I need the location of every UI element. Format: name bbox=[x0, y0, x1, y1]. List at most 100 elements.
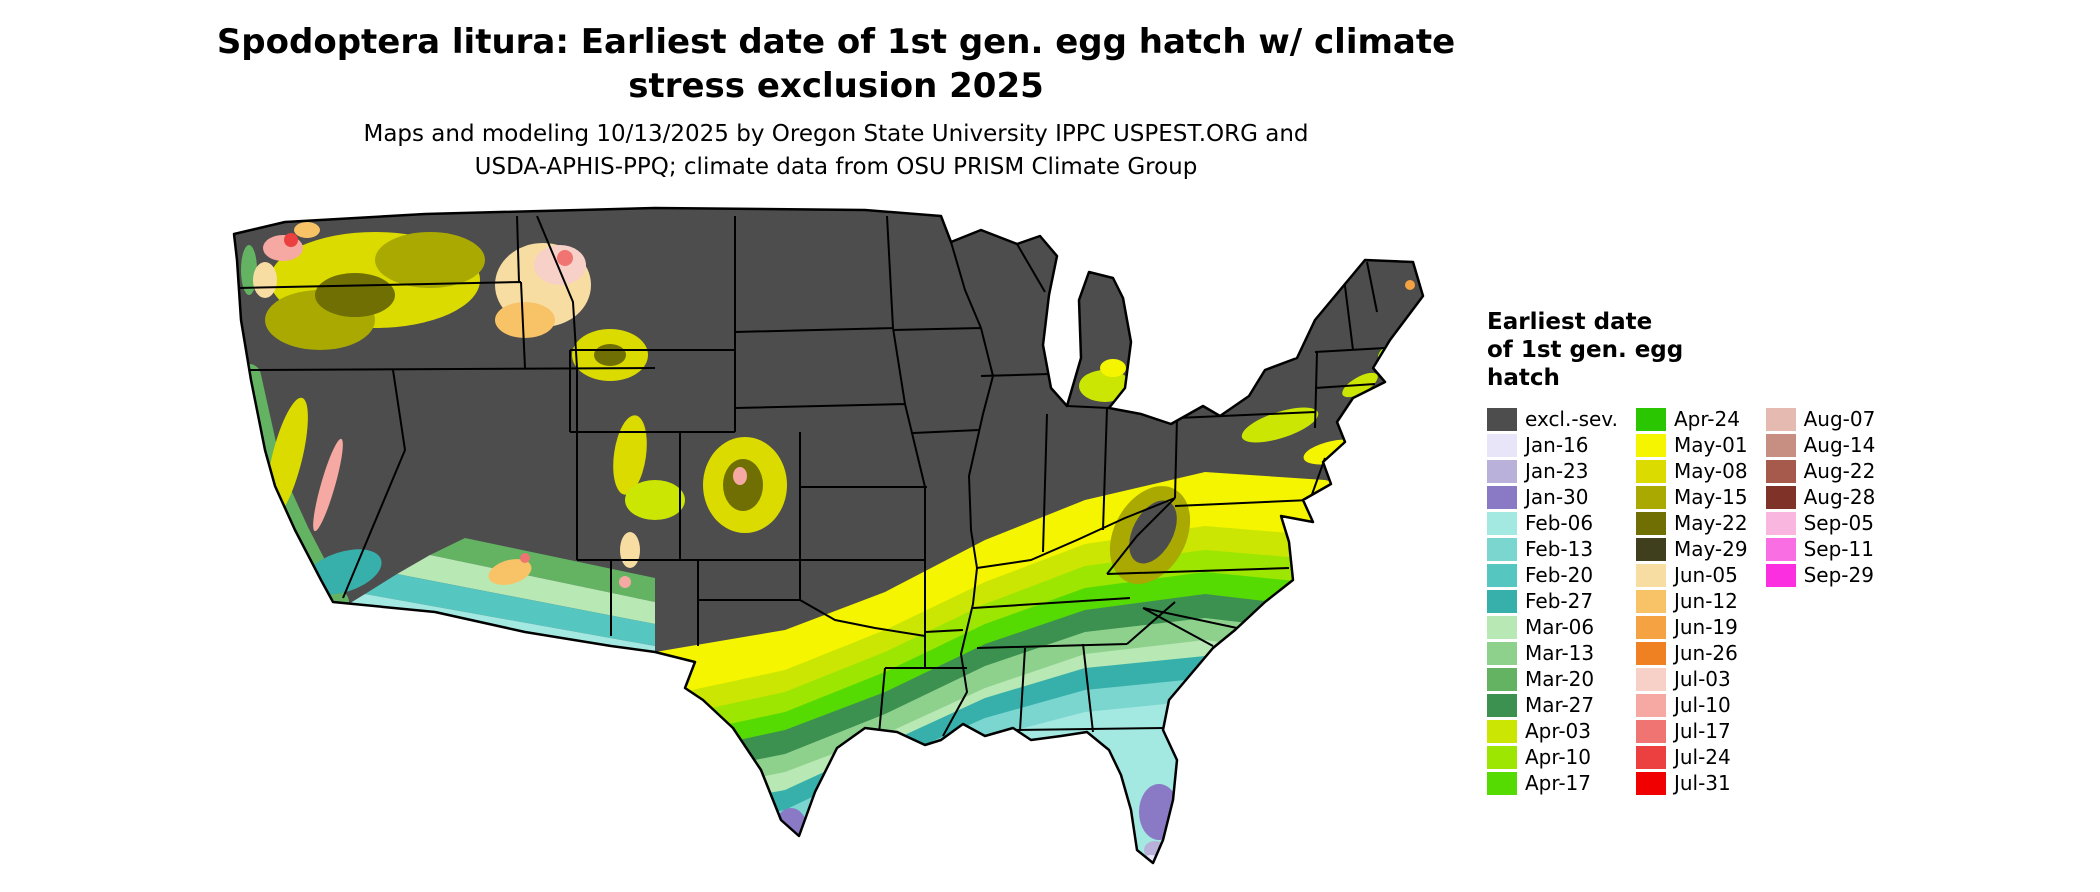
legend-swatch bbox=[1765, 485, 1796, 509]
legend-item: May-08 bbox=[1635, 458, 1748, 484]
legend-swatch bbox=[1487, 407, 1517, 431]
legend-label: Jul-24 bbox=[1673, 745, 1731, 770]
legend-title: Earliest date of 1st gen. egg hatch bbox=[1487, 308, 1875, 392]
legend-item: Apr-10 bbox=[1487, 744, 1618, 770]
legend-label: Apr-03 bbox=[1525, 719, 1591, 744]
legend-label: Aug-28 bbox=[1803, 485, 1876, 510]
legend-label: Aug-22 bbox=[1803, 459, 1876, 484]
page-title: Spodoptera litura: Earliest date of 1st … bbox=[0, 20, 1672, 108]
legend-label: May-29 bbox=[1673, 537, 1748, 562]
legend-item: excl.-sev. bbox=[1487, 406, 1618, 432]
legend-label: Jan-23 bbox=[1525, 459, 1589, 484]
legend-label: excl.-sev. bbox=[1525, 407, 1618, 432]
legend-swatch bbox=[1765, 563, 1796, 587]
title-line-2: stress exclusion 2025 bbox=[628, 66, 1044, 107]
legend-label: Jun-26 bbox=[1673, 641, 1738, 666]
legend-swatch bbox=[1635, 719, 1666, 743]
legend-item: Jun-12 bbox=[1635, 588, 1748, 614]
legend-swatch bbox=[1487, 615, 1517, 639]
legend-swatch bbox=[1635, 511, 1666, 535]
us-map bbox=[225, 200, 1445, 880]
legend-swatch bbox=[1487, 459, 1517, 483]
legend-item: Jul-03 bbox=[1635, 666, 1748, 692]
legend-item: Jun-19 bbox=[1635, 614, 1748, 640]
legend-item: Mar-27 bbox=[1487, 692, 1618, 718]
us-outline bbox=[232, 206, 1425, 865]
legend-item: May-22 bbox=[1635, 510, 1748, 536]
legend-columns: excl.-sev. Jan-16 Jan-23 Jan-30 Feb-06 Feb-13… bbox=[1487, 406, 1875, 796]
legend-swatch bbox=[1765, 407, 1796, 431]
legend-label: Mar-13 bbox=[1525, 641, 1595, 666]
page-subtitle: Maps and modeling 10/13/2025 by Oregon S… bbox=[0, 118, 1672, 185]
legend-label: Apr-24 bbox=[1673, 407, 1740, 432]
legend-label: Jul-03 bbox=[1673, 667, 1731, 692]
legend-label: Mar-06 bbox=[1525, 615, 1595, 640]
legend-label: May-01 bbox=[1673, 433, 1748, 458]
legend-label: Jan-16 bbox=[1525, 433, 1589, 458]
legend-label: Jun-19 bbox=[1673, 615, 1738, 640]
legend-item: Apr-24 bbox=[1635, 406, 1748, 432]
legend-item: Apr-03 bbox=[1487, 718, 1618, 744]
legend-item: May-29 bbox=[1635, 536, 1748, 562]
legend-item: Jan-16 bbox=[1487, 432, 1618, 458]
legend-swatch bbox=[1635, 407, 1666, 431]
legend-swatch bbox=[1635, 537, 1666, 561]
legend-item: May-15 bbox=[1635, 484, 1748, 510]
legend-swatch bbox=[1635, 693, 1666, 717]
legend-item: Feb-20 bbox=[1487, 562, 1618, 588]
legend-swatch bbox=[1487, 537, 1517, 561]
legend-swatch bbox=[1635, 615, 1666, 639]
legend-label: May-08 bbox=[1673, 459, 1748, 484]
legend-label: Jul-17 bbox=[1673, 719, 1731, 744]
legend-title-line-3: hatch bbox=[1487, 365, 1560, 392]
legend-label: Apr-17 bbox=[1525, 771, 1591, 796]
legend-label: Feb-27 bbox=[1525, 589, 1594, 614]
legend-label: Sep-29 bbox=[1803, 563, 1874, 588]
legend-item: Aug-07 bbox=[1765, 406, 1875, 432]
legend-label: May-22 bbox=[1673, 511, 1748, 536]
legend-item: Feb-13 bbox=[1487, 536, 1618, 562]
legend-label: Jul-31 bbox=[1673, 771, 1731, 796]
legend-swatch bbox=[1635, 485, 1666, 509]
legend-item: Feb-06 bbox=[1487, 510, 1618, 536]
legend-item: Jun-05 bbox=[1635, 562, 1748, 588]
legend-swatch bbox=[1635, 667, 1666, 691]
legend-swatch bbox=[1487, 641, 1517, 665]
legend-column-2: Apr-24 May-01 May-08 May-15 May-22 May-29 Jun-… bbox=[1635, 406, 1748, 796]
legend-label: May-15 bbox=[1673, 485, 1748, 510]
subtitle-line-1: Maps and modeling 10/13/2025 by Oregon S… bbox=[363, 121, 1309, 147]
legend-swatch bbox=[1635, 589, 1666, 613]
legend-item: Apr-17 bbox=[1487, 770, 1618, 796]
legend-item: Jun-26 bbox=[1635, 640, 1748, 666]
legend-title-line-1: Earliest date bbox=[1487, 309, 1653, 335]
legend-item: Sep-29 bbox=[1765, 562, 1876, 588]
legend-item: Jan-30 bbox=[1487, 484, 1618, 510]
legend-label: Apr-10 bbox=[1525, 745, 1591, 770]
legend-swatch bbox=[1487, 485, 1517, 509]
legend-swatch bbox=[1765, 433, 1796, 457]
us-map-svg bbox=[232, 206, 1425, 865]
legend-swatch bbox=[1765, 459, 1796, 483]
legend-swatch bbox=[1487, 433, 1517, 457]
legend-item: Feb-27 bbox=[1487, 588, 1618, 614]
legend-swatch bbox=[1765, 511, 1796, 535]
legend-item: Jul-24 bbox=[1635, 744, 1748, 770]
legend-item: Jul-31 bbox=[1635, 770, 1748, 796]
legend-swatch bbox=[1487, 693, 1517, 717]
legend-swatch bbox=[1635, 745, 1666, 769]
legend-label: Feb-06 bbox=[1525, 511, 1594, 536]
legend-column-3: Aug-07 Aug-14 Aug-22 Aug-28 Sep-05 Sep-11 Sep-… bbox=[1765, 406, 1876, 588]
legend-swatch bbox=[1487, 589, 1517, 613]
legend-item: Mar-13 bbox=[1487, 640, 1618, 666]
legend-swatch bbox=[1487, 563, 1517, 587]
legend-swatch bbox=[1765, 537, 1796, 561]
legend-item: Jan-23 bbox=[1487, 458, 1618, 484]
legend-swatch bbox=[1635, 459, 1666, 483]
state-borders bbox=[238, 215, 1386, 737]
legend-label: Jun-05 bbox=[1673, 563, 1738, 588]
legend-swatch bbox=[1635, 433, 1666, 457]
legend-swatch bbox=[1487, 771, 1517, 795]
legend-swatch bbox=[1487, 511, 1517, 535]
legend-item: Sep-05 bbox=[1765, 510, 1876, 536]
